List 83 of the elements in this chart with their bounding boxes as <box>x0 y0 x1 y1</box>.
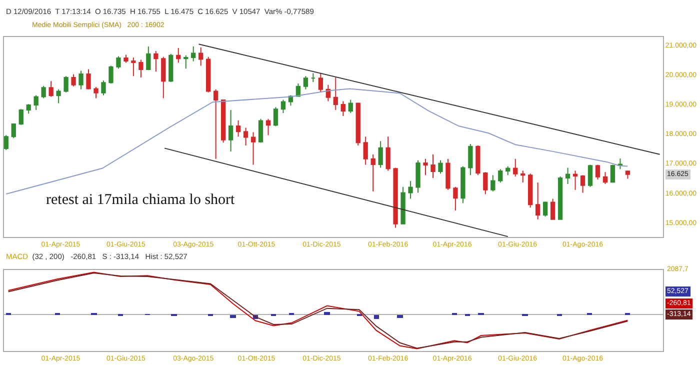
candlestick <box>483 172 488 195</box>
candlestick <box>161 56 166 99</box>
candlestick <box>213 88 218 160</box>
candlestick <box>542 201 548 217</box>
candlestick <box>116 56 121 70</box>
candlestick <box>266 118 271 136</box>
candlestick <box>11 122 16 139</box>
candlestick <box>430 154 436 179</box>
candlestick <box>310 72 316 82</box>
candlestick <box>393 167 398 228</box>
candlestick <box>340 100 346 116</box>
line-series <box>6 88 628 194</box>
candlestick <box>41 85 46 99</box>
candlestick <box>168 53 174 82</box>
candlestick <box>303 76 308 90</box>
candlestick <box>280 99 286 114</box>
candlestick <box>498 168 503 183</box>
candlestick <box>400 186 406 224</box>
candlestick <box>198 46 204 66</box>
candlestick <box>94 86 98 99</box>
candlestick <box>154 50 158 72</box>
candlestick <box>326 84 330 102</box>
candlestick <box>565 167 570 184</box>
candlestick <box>228 110 234 152</box>
candlestick <box>4 134 8 150</box>
candlestick <box>71 74 76 87</box>
candlestick <box>602 172 608 184</box>
candlestick <box>108 65 114 84</box>
candlestick <box>438 160 443 174</box>
candlestick <box>333 77 338 111</box>
candlestick <box>220 99 226 144</box>
candlestick <box>146 46 151 71</box>
candlestick <box>378 140 383 168</box>
candlestick <box>386 136 390 172</box>
candlestick <box>236 120 241 138</box>
candlestick <box>48 80 54 98</box>
candlestick <box>588 164 593 188</box>
candlestick <box>124 54 128 64</box>
candlestick <box>460 166 466 204</box>
candlestick <box>528 173 533 208</box>
candlestick <box>78 70 84 90</box>
candlestick <box>408 180 413 200</box>
candlestick <box>34 94 38 111</box>
candlestick <box>176 47 181 64</box>
candlestick <box>184 54 188 70</box>
candlestick <box>86 68 91 90</box>
candlestick <box>572 170 578 190</box>
candlestick <box>416 160 420 194</box>
candlestick <box>18 108 24 126</box>
candlestick <box>370 154 376 192</box>
candlestick <box>610 164 616 183</box>
candlestick <box>468 144 473 176</box>
candlestick <box>536 182 540 220</box>
candlestick <box>258 118 264 144</box>
annotation: retest ai 17mila chiama lo short <box>46 192 236 208</box>
candlestick <box>131 56 136 77</box>
candlestick <box>490 174 496 192</box>
candlestick <box>513 158 518 178</box>
candlestick <box>356 102 360 146</box>
candlestick <box>595 164 600 180</box>
candlestick <box>453 186 458 212</box>
candlestick <box>191 46 196 62</box>
candlestick <box>273 106 278 127</box>
candlestick <box>363 136 368 166</box>
candlestick <box>446 158 450 190</box>
candlestick <box>506 166 510 176</box>
candlestick <box>580 174 586 194</box>
candlestick <box>348 99 353 114</box>
candlestick <box>558 176 563 220</box>
candlestick <box>318 72 323 93</box>
candlestick <box>550 198 556 220</box>
candlestick <box>250 132 256 166</box>
candlestick <box>423 158 428 176</box>
candlestick <box>56 88 61 104</box>
candlestick <box>625 170 630 180</box>
candlestick <box>138 59 144 78</box>
candlestick <box>101 80 106 96</box>
candlestick <box>64 76 68 93</box>
candlestick <box>520 170 526 183</box>
candlestick <box>243 127 248 146</box>
candlestick <box>26 104 31 114</box>
candlestick <box>476 145 480 176</box>
candlestick <box>206 56 211 93</box>
